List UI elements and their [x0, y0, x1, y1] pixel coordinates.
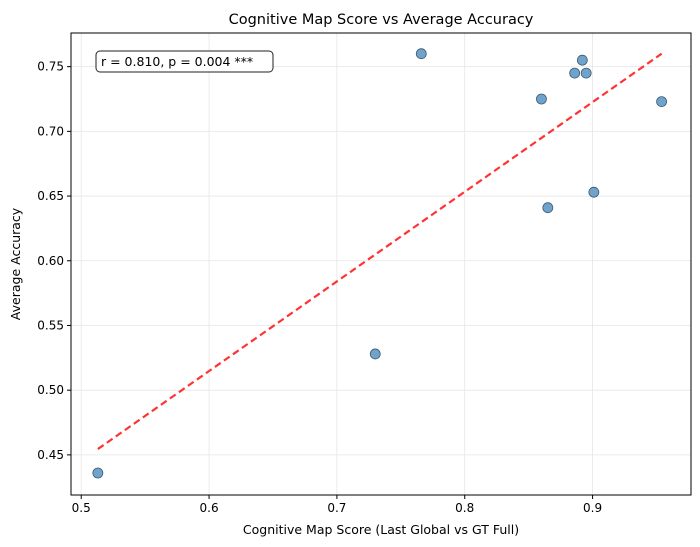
data-point: [369, 348, 381, 360]
data-point: [656, 96, 667, 107]
y-tick-label: 0.75: [37, 60, 64, 74]
annotation-box: r = 0.810, p = 0.004 ***: [95, 50, 274, 73]
correlation-annotation: r = 0.810, p = 0.004 ***: [101, 54, 253, 69]
y-tick-label: 0.55: [37, 318, 64, 332]
data-point: [569, 67, 581, 79]
data-point: [588, 186, 600, 198]
data-point: [580, 67, 592, 79]
data-point: [536, 93, 547, 105]
plot-frame: [70, 32, 692, 496]
y-axis-label: Average Accuracy: [8, 207, 23, 320]
regression-line: [97, 52, 663, 450]
x-tick-label: 0.6: [200, 501, 219, 515]
data-point: [542, 202, 554, 214]
data-point: [415, 48, 427, 60]
x-tick-label: 0.5: [72, 501, 91, 515]
x-tick-label: 0.9: [583, 501, 602, 515]
data-point: [576, 54, 588, 66]
y-tick-label: 0.45: [37, 448, 64, 462]
y-tick-label: 0.70: [37, 124, 64, 138]
y-tick-label: 0.65: [37, 189, 64, 203]
x-tick-label: 0.8: [455, 501, 474, 515]
data-point: [92, 467, 104, 479]
x-axis-label: Cognitive Map Score (Last Global vs GT F…: [243, 522, 519, 537]
y-tick-label: 0.50: [37, 383, 64, 397]
y-tick-label: 0.60: [37, 254, 64, 268]
x-tick-label: 0.7: [327, 501, 346, 515]
chart-title: Cognitive Map Score vs Average Accuracy: [229, 12, 534, 28]
